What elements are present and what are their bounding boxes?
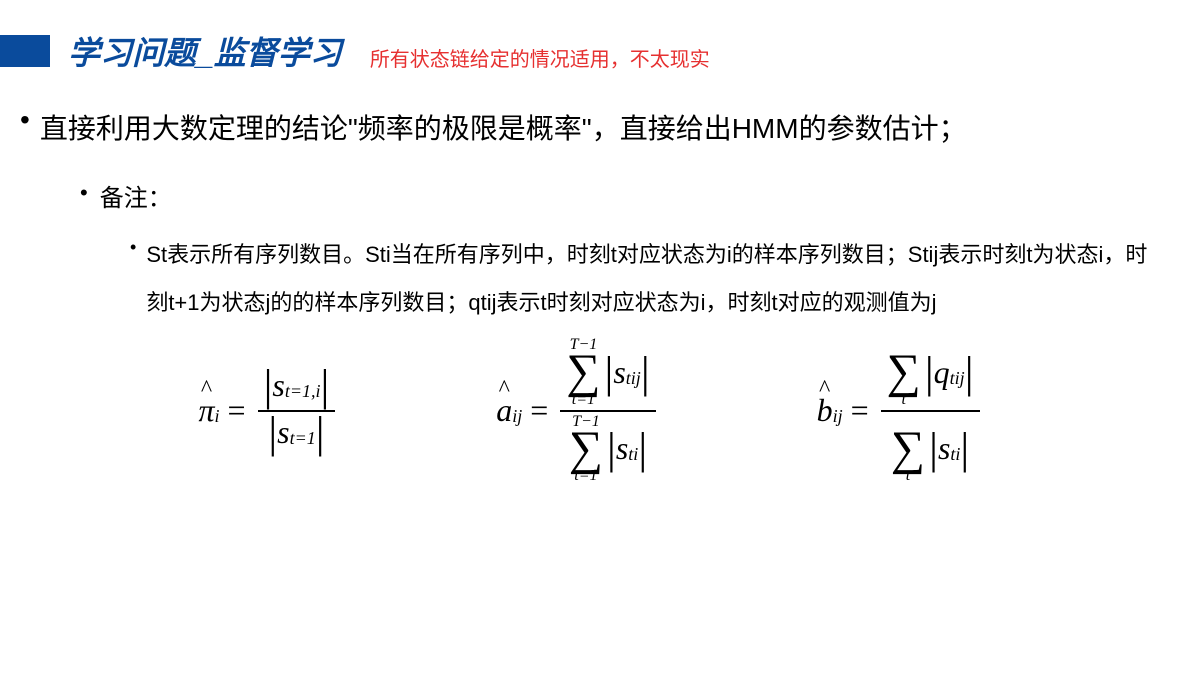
red-annotation: 所有状态链给定的情况适用，不太现实 [370,31,710,72]
sub-sub-bullet: • St表示所有序列数目。Sti当在所有序列中，时刻t对应状态为i的样本序列数目… [20,231,1162,328]
formula-a: aij = T−1 ∑ t=1 |stij| T−1 ∑ t=1 [496,337,659,484]
sub-bullet-dot: • [80,178,88,209]
main-bullet-text: 直接利用大数定理的结论"频率的极限是概率"，直接给出HMM的参数估计； [40,98,967,160]
content-area: • 直接利用大数定理的结论"频率的极限是概率"，直接给出HMM的参数估计； • … [0,98,1202,484]
a-fraction: T−1 ∑ t=1 |stij| T−1 ∑ t=1 |sti| [560,337,655,484]
sub-sub-bullet-text: St表示所有序列数目。Sti当在所有序列中，时刻t对应状态为i的样本序列数目；S… [146,231,1162,328]
b-fraction: ∑ t |qtij| ∑ t |sti| [881,337,980,484]
formulas-row: πi = |st=1,i| |st=1| aij = T−1 ∑ [20,337,1162,484]
sub-sub-bullet-dot: • [130,231,136,263]
pi-hat: π [198,392,214,429]
equals-sign: = [530,392,548,429]
sub-bullet-label: 备注： [100,178,172,213]
pi-sub: i [215,406,220,427]
formula-b: bij = ∑ t |qtij| ∑ t [817,337,984,484]
bullet-dot: • [20,98,30,143]
b-hat: b [817,392,833,429]
formula-pi: πi = |st=1,i| |st=1| [198,367,339,455]
page-title: 学习问题_监督学习 [68,28,342,74]
title-accent-block [0,35,50,67]
title-bar: 学习问题_监督学习 所有状态链给定的情况适用，不太现实 [0,0,1202,74]
pi-fraction: |st=1,i| |st=1| [258,367,336,455]
b-sub: ij [833,406,843,427]
a-sub: ij [512,406,522,427]
equals-sign: = [228,392,246,429]
sub-bullet: • 备注： [20,178,1162,213]
main-bullet: • 直接利用大数定理的结论"频率的极限是概率"，直接给出HMM的参数估计； [20,98,1162,160]
a-hat: a [496,392,512,429]
equals-sign: = [851,392,869,429]
